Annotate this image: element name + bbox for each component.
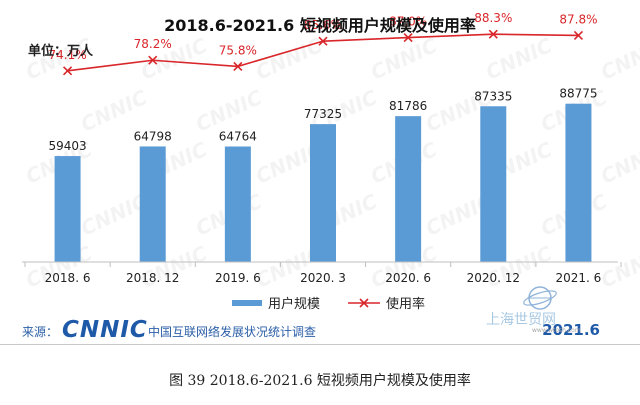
bar-user-scale <box>224 146 251 262</box>
x-tick-label: 2020. 3 <box>300 271 346 285</box>
usage-rate-marker <box>233 61 243 72</box>
usage-rate-label: 87.0% <box>389 15 427 29</box>
usage-rate-marker <box>403 32 413 43</box>
bar-user-scale <box>395 116 422 262</box>
marker-stroke <box>63 66 73 76</box>
report-date: 2021.6 <box>542 321 600 339</box>
legend-label-usage-rate: 使用率 <box>386 297 426 312</box>
x-tick-label: 2018. 12 <box>126 271 179 285</box>
source-bar: 来源： CNNIC 中国互联网络发展状况统计调查 2021.6 <box>0 314 640 344</box>
site-url: www.wtosh.com <box>532 327 581 334</box>
chart-title: 2018.6-2021.6 短视频用户规模及使用率 <box>164 16 476 35</box>
bar-value-label: 64798 <box>134 129 172 143</box>
bar-value-label: 64764 <box>219 130 257 144</box>
watermark-tile: CNNIC <box>597 33 640 85</box>
usage-rate-marker <box>148 55 158 65</box>
x-tick-label: 2019. 6 <box>215 271 261 285</box>
bar-value-label: 87335 <box>474 89 512 103</box>
x-tick-label: 2021. 6 <box>556 271 602 285</box>
marker-stroke <box>403 32 413 43</box>
marker-stroke <box>573 30 583 41</box>
marker-stroke <box>233 61 243 72</box>
usage-rate-marker <box>63 66 73 76</box>
bar-user-scale <box>310 124 336 262</box>
bar-value-label: 88775 <box>559 87 597 101</box>
x-tick-label: 2020. 6 <box>385 271 431 285</box>
usage-rate-label: 75.8% <box>219 43 257 57</box>
legend-label-user-scale: 用户规模 <box>268 297 321 312</box>
unit-label: 单位：万人 <box>28 44 94 59</box>
cnnic-logo: CNNIC <box>62 317 148 343</box>
usage-rate-label: 78.2% <box>134 37 172 51</box>
usage-rate-marker <box>573 30 583 41</box>
source-org: 中国互联网络发展状况统计调查 <box>148 325 317 339</box>
usage-rate-marker <box>318 36 328 46</box>
bar-value-label: 59403 <box>48 139 86 153</box>
usage-rate-label: 85.6% <box>304 18 342 32</box>
bar-user-scale <box>139 146 166 262</box>
legend-item-user-scale: 用户规模 <box>232 293 320 312</box>
x-tick-label: 2018. 6 <box>45 271 91 285</box>
legend: 用户规模 使用率 <box>0 293 640 313</box>
bar-user-scale <box>565 103 592 262</box>
marker-stroke <box>488 29 498 39</box>
legend-bar-swatch <box>232 299 262 306</box>
bar-user-scale <box>480 106 507 262</box>
usage-rate-marker <box>488 29 498 39</box>
source-label: 来源： <box>22 325 59 339</box>
marker-stroke <box>318 36 328 46</box>
legend-line-swatch <box>348 297 380 308</box>
watermark-tile: CNNIC <box>482 33 556 85</box>
bar-value-label: 81786 <box>389 99 427 113</box>
figure-caption: 图 39 2018.6-2021.6 短视频用户规模及使用率 <box>169 373 471 389</box>
site-watermark: 上海世贸网 <box>486 312 556 328</box>
watermark-tile: CNNIC <box>597 137 640 189</box>
chart-figure: CNNICCNNICCNNICCNNICCNNICCNNICCNNICCNNIC… <box>0 11 640 345</box>
chart-plot: CNNICCNNICCNNICCNNICCNNICCNNICCNNICCNNIC… <box>22 11 640 293</box>
bar-value-label: 77325 <box>304 107 342 121</box>
x-tick-label: 2020. 12 <box>467 271 520 285</box>
usage-rate-label: 88.3% <box>474 11 512 25</box>
legend-item-usage-rate: 使用率 <box>348 293 425 312</box>
globe-icon <box>523 286 557 310</box>
bar-user-scale <box>54 156 81 262</box>
marker-stroke <box>148 55 158 65</box>
usage-rate-label: 87.8% <box>559 12 597 26</box>
watermark-tile: CNNIC <box>597 241 640 293</box>
usage-rate-label: 74.1% <box>49 48 87 62</box>
